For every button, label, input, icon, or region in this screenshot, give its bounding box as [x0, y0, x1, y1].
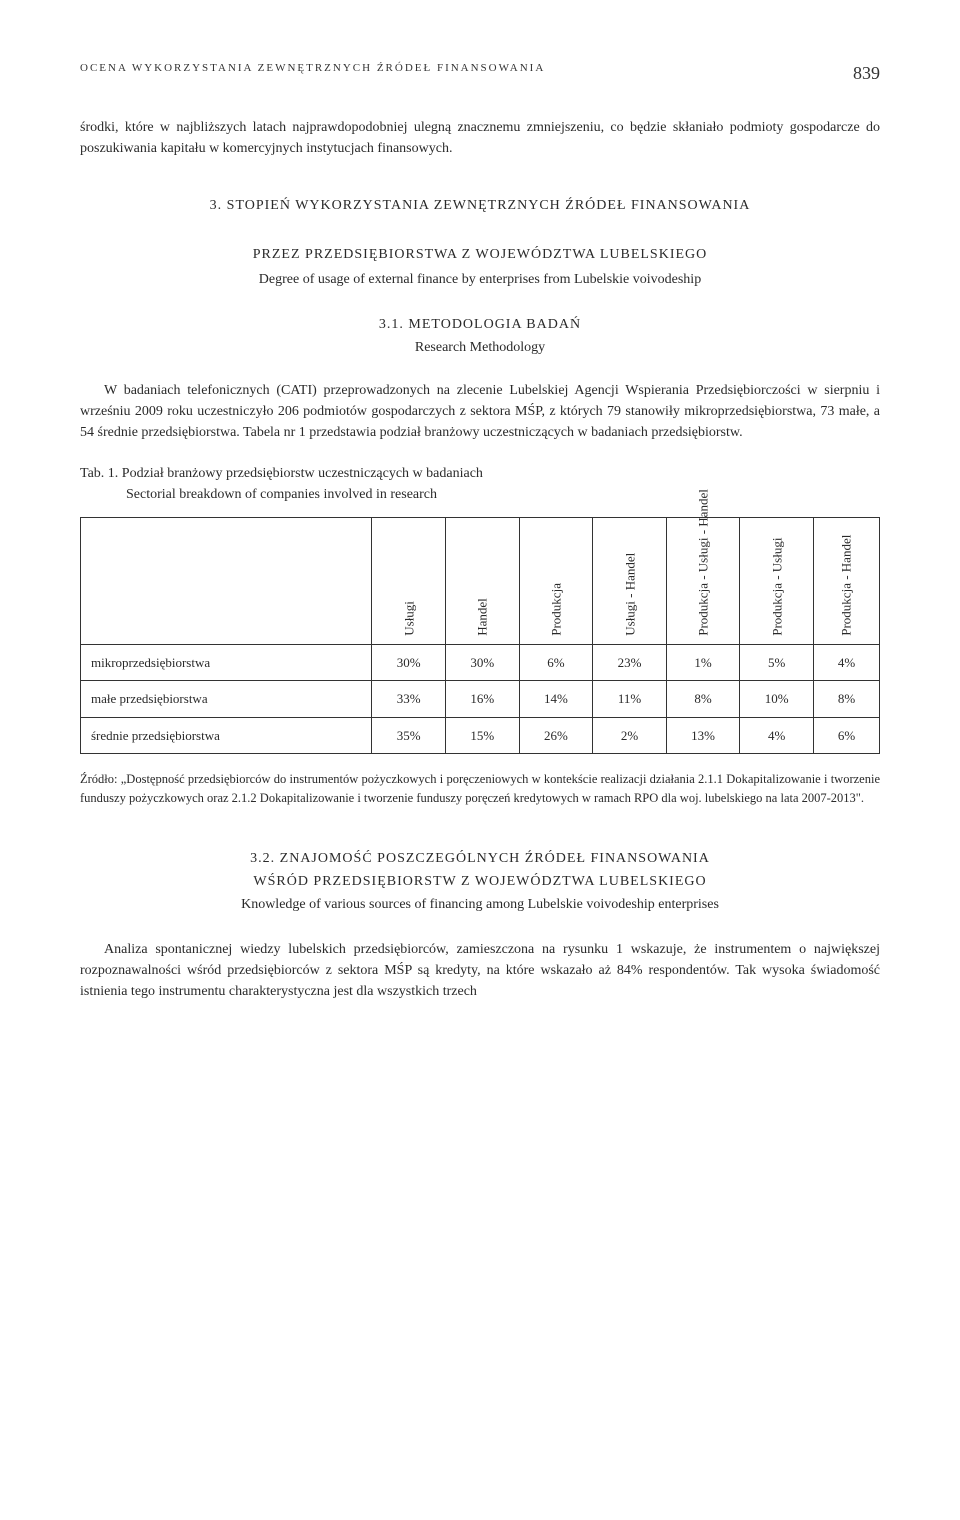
table-row: mikroprzedsiębiorstwa30%30%6%23%1%5%4%: [81, 644, 880, 681]
table-row-label: małe przedsiębiorstwa: [81, 681, 372, 718]
running-header-text: OCENA WYKORZYSTANIA ZEWNĘTRZNYCH ŹRÓDEŁ …: [80, 62, 545, 74]
table-cell: 16%: [446, 681, 520, 718]
section-3-2-title-line1: 3.2. ZNAJOMOŚĆ POSZCZEGÓLNYCH ŹRÓDEŁ FIN…: [80, 848, 880, 869]
section-3-title-line1: 3. STOPIEŃ WYKORZYSTANIA ZEWNĘTRZNYCH ŹR…: [80, 195, 880, 216]
table-1-col-header: Handel: [446, 517, 520, 644]
intro-paragraph: środki, które w najbliższych latach najp…: [80, 117, 880, 159]
section-3-2-subtitle: Knowledge of various sources of financin…: [80, 894, 880, 915]
table-cell: 8%: [666, 681, 740, 718]
table-1-source: Źródło: „Dostępność przedsiębiorców do i…: [80, 770, 880, 808]
table-1-col-header: Usługi: [372, 517, 446, 644]
table-1-col-header: Produkcja - Usługi - Handel: [666, 517, 740, 644]
section-3-1-paragraph: W badaniach telefonicznych (CATI) przepr…: [80, 380, 880, 443]
table-cell: 14%: [519, 681, 593, 718]
table-cell: 15%: [446, 717, 520, 754]
table-1-caption: Tab. 1. Podział branżowy przedsiębiorstw…: [80, 463, 880, 505]
table-cell: 30%: [372, 644, 446, 681]
table-cell: 10%: [740, 681, 814, 718]
table-1-caption-pl: Tab. 1. Podział branżowy przedsiębiorstw…: [80, 463, 880, 484]
table-row-label: mikroprzedsiębiorstwa: [81, 644, 372, 681]
table-cell: 11%: [593, 681, 667, 718]
table-cell: 5%: [740, 644, 814, 681]
table-1-blank-header: [81, 517, 372, 644]
table-cell: 8%: [813, 681, 879, 718]
table-cell: 26%: [519, 717, 593, 754]
section-3-2-paragraph: Analiza spontanicznej wiedzy lubelskich …: [80, 939, 880, 1002]
table-row: małe przedsiębiorstwa33%16%14%11%8%10%8%: [81, 681, 880, 718]
table-cell: 4%: [813, 644, 879, 681]
table-row: średnie przedsiębiorstwa35%15%26%2%13%4%…: [81, 717, 880, 754]
table-cell: 2%: [593, 717, 667, 754]
section-3-title-line2: PRZEZ PRZEDSIĘBIORSTWA Z WOJEWÓDZTWA LUB…: [80, 244, 880, 265]
table-1: Usługi Handel Produkcja Usługi - Handel …: [80, 517, 880, 755]
section-3-1-subtitle: Research Methodology: [80, 337, 880, 358]
table-row-label: średnie przedsiębiorstwa: [81, 717, 372, 754]
table-cell: 23%: [593, 644, 667, 681]
page-number: 839: [853, 60, 880, 87]
table-cell: 6%: [519, 644, 593, 681]
table-1-col-header: Usługi - Handel: [593, 517, 667, 644]
table-cell: 4%: [740, 717, 814, 754]
section-3-subtitle: Degree of usage of external finance by e…: [80, 269, 880, 290]
table-cell: 30%: [446, 644, 520, 681]
table-cell: 13%: [666, 717, 740, 754]
table-cell: 1%: [666, 644, 740, 681]
running-header: OCENA WYKORZYSTANIA ZEWNĘTRZNYCH ŹRÓDEŁ …: [80, 60, 880, 77]
section-3-2-title-line2: WŚRÓD PRZEDSIĘBIORSTW Z WOJEWÓDZTWA LUBE…: [80, 871, 880, 892]
table-cell: 35%: [372, 717, 446, 754]
table-1-col-header: Produkcja - Usługi: [740, 517, 814, 644]
table-1-caption-en: Sectorial breakdown of companies involve…: [80, 484, 880, 505]
section-3-1-title: 3.1. METODOLOGIA BADAŃ: [80, 314, 880, 335]
table-cell: 6%: [813, 717, 879, 754]
table-1-col-header: Produkcja - Handel: [813, 517, 879, 644]
table-1-col-header: Produkcja: [519, 517, 593, 644]
table-cell: 33%: [372, 681, 446, 718]
